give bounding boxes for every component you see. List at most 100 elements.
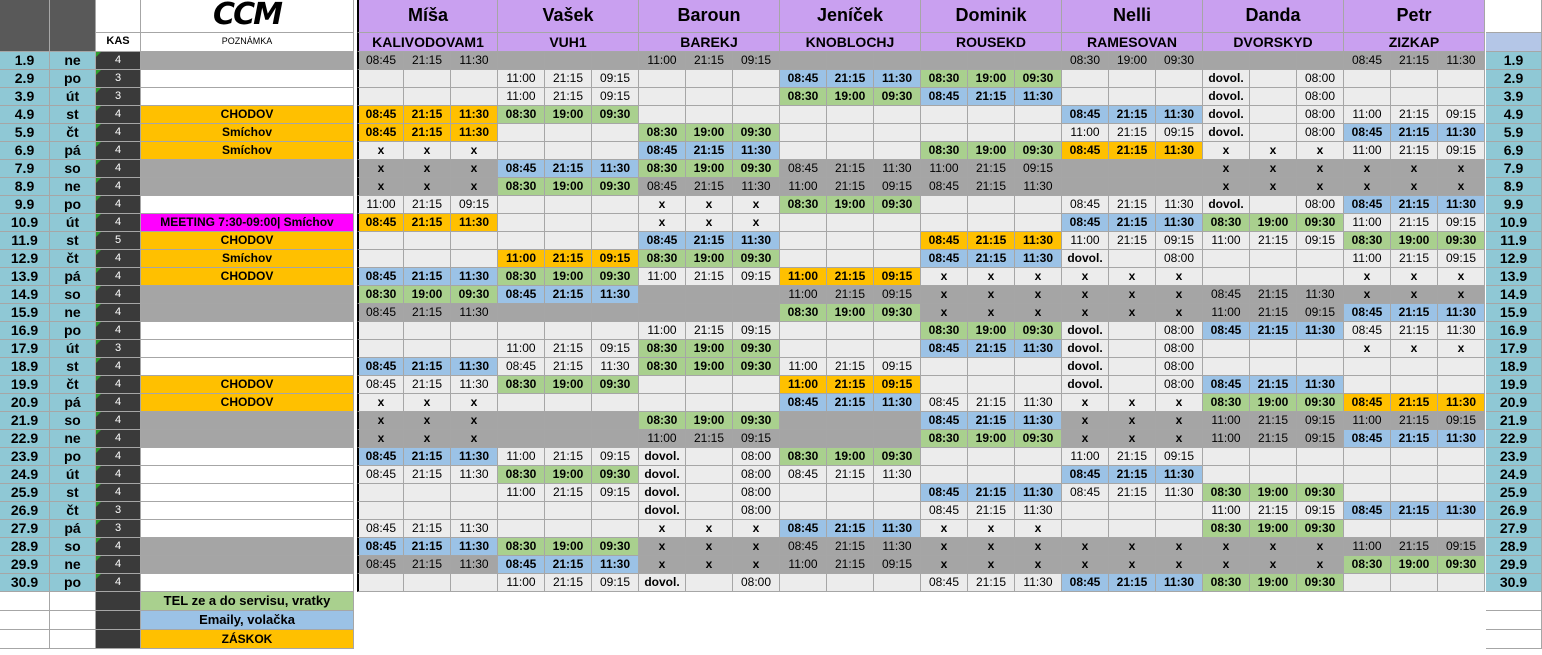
shift-cell[interactable]: 11:30: [451, 268, 498, 286]
shift-cell[interactable]: 21:15: [404, 304, 451, 322]
shift-cell[interactable]: 21:15: [545, 70, 592, 88]
shift-cell[interactable]: [874, 124, 921, 142]
shift-cell[interactable]: 08:45: [780, 466, 827, 484]
shift-cell[interactable]: [545, 394, 592, 412]
note-cell[interactable]: [141, 196, 354, 214]
shift-cell[interactable]: 11:00: [1344, 412, 1391, 430]
shift-cell[interactable]: x: [1203, 556, 1250, 574]
shift-cell[interactable]: [827, 340, 874, 358]
shift-cell[interactable]: [404, 250, 451, 268]
shift-cell[interactable]: x: [1344, 160, 1391, 178]
shift-cell[interactable]: 09:15: [1297, 502, 1344, 520]
shift-cell[interactable]: [1438, 88, 1485, 106]
shift-cell[interactable]: 08:30: [498, 376, 545, 394]
shift-cell[interactable]: 11:00: [1344, 106, 1391, 124]
shift-cell[interactable]: [1297, 250, 1344, 268]
shift-cell[interactable]: 09:15: [1438, 250, 1485, 268]
shift-cell[interactable]: 08:45: [1344, 394, 1391, 412]
shift-cell[interactable]: 09:15: [733, 268, 780, 286]
shift-cell[interactable]: 09:30: [592, 178, 639, 196]
shift-cell[interactable]: [498, 412, 545, 430]
shift-cell[interactable]: [874, 250, 921, 268]
shift-cell[interactable]: 11:00: [780, 178, 827, 196]
shift-cell[interactable]: x: [357, 160, 404, 178]
shift-cell[interactable]: 08:45: [921, 178, 968, 196]
shift-cell[interactable]: x: [1109, 556, 1156, 574]
shift-cell[interactable]: 09:30: [1297, 484, 1344, 502]
shift-cell[interactable]: 21:15: [1391, 502, 1438, 520]
shift-cell[interactable]: 11:00: [498, 574, 545, 592]
shift-cell[interactable]: [780, 412, 827, 430]
shift-cell[interactable]: [1156, 502, 1203, 520]
shift-cell[interactable]: [1015, 214, 1062, 232]
shift-cell[interactable]: x: [451, 142, 498, 160]
shift-cell[interactable]: x: [1438, 268, 1485, 286]
shift-cell[interactable]: 08:45: [1062, 484, 1109, 502]
shift-cell[interactable]: 08:45: [921, 394, 968, 412]
shift-cell[interactable]: 09:30: [1156, 52, 1203, 70]
shift-cell[interactable]: [921, 106, 968, 124]
shift-cell[interactable]: 21:15: [968, 250, 1015, 268]
shift-cell[interactable]: [1438, 520, 1485, 538]
shift-cell[interactable]: 19:00: [686, 250, 733, 268]
shift-cell[interactable]: 11:30: [1438, 304, 1485, 322]
shift-cell[interactable]: 08:00: [1297, 70, 1344, 88]
shift-cell[interactable]: 11:30: [1015, 574, 1062, 592]
shift-cell[interactable]: [1109, 340, 1156, 358]
shift-cell[interactable]: [780, 52, 827, 70]
shift-cell[interactable]: 08:00: [1156, 340, 1203, 358]
shift-cell[interactable]: 08:45: [921, 340, 968, 358]
shift-cell[interactable]: x: [1156, 304, 1203, 322]
shift-cell[interactable]: [498, 304, 545, 322]
shift-cell[interactable]: [545, 304, 592, 322]
shift-cell[interactable]: 08:45: [921, 88, 968, 106]
shift-cell[interactable]: 08:45: [1062, 142, 1109, 160]
kas-count[interactable]: 3: [96, 502, 141, 520]
shift-cell[interactable]: 08:30: [498, 268, 545, 286]
shift-cell[interactable]: x: [1250, 160, 1297, 178]
shift-cell[interactable]: 21:15: [827, 268, 874, 286]
shift-cell[interactable]: [827, 250, 874, 268]
shift-cell[interactable]: x: [639, 538, 686, 556]
shift-cell[interactable]: 11:30: [451, 556, 498, 574]
shift-cell[interactable]: x: [357, 430, 404, 448]
shift-cell[interactable]: [1015, 448, 1062, 466]
shift-cell[interactable]: 21:15: [1109, 214, 1156, 232]
shift-cell[interactable]: [545, 502, 592, 520]
shift-cell[interactable]: 21:15: [1109, 232, 1156, 250]
shift-cell[interactable]: 11:30: [733, 178, 780, 196]
shift-cell[interactable]: x: [686, 538, 733, 556]
shift-cell[interactable]: 21:15: [1109, 466, 1156, 484]
shift-cell[interactable]: 21:15: [1391, 322, 1438, 340]
shift-cell[interactable]: x: [1203, 178, 1250, 196]
note-cell[interactable]: [141, 484, 354, 502]
shift-cell[interactable]: [1109, 322, 1156, 340]
shift-cell[interactable]: [1015, 196, 1062, 214]
shift-cell[interactable]: 08:45: [921, 232, 968, 250]
shift-cell[interactable]: 11:30: [1015, 250, 1062, 268]
shift-cell[interactable]: 19:00: [968, 142, 1015, 160]
shift-cell[interactable]: x: [404, 160, 451, 178]
shift-cell[interactable]: 09:15: [1297, 430, 1344, 448]
shift-cell[interactable]: [733, 106, 780, 124]
shift-cell[interactable]: 09:15: [451, 196, 498, 214]
shift-cell[interactable]: 09:30: [733, 358, 780, 376]
shift-cell[interactable]: 08:00: [733, 466, 780, 484]
shift-cell[interactable]: [874, 142, 921, 160]
shift-cell[interactable]: x: [968, 268, 1015, 286]
shift-cell[interactable]: [404, 70, 451, 88]
shift-cell[interactable]: 21:15: [1250, 304, 1297, 322]
shift-cell[interactable]: x: [1156, 286, 1203, 304]
shift-cell[interactable]: [1391, 574, 1438, 592]
shift-cell[interactable]: [827, 574, 874, 592]
shift-cell[interactable]: 11:00: [1062, 232, 1109, 250]
shift-cell[interactable]: x: [1297, 538, 1344, 556]
note-cell[interactable]: [141, 286, 354, 304]
shift-cell[interactable]: 08:00: [1297, 196, 1344, 214]
shift-cell[interactable]: [874, 484, 921, 502]
shift-cell[interactable]: [1203, 268, 1250, 286]
shift-cell[interactable]: [545, 52, 592, 70]
shift-cell[interactable]: x: [451, 412, 498, 430]
shift-cell[interactable]: 19:00: [827, 304, 874, 322]
kas-count[interactable]: 4: [96, 376, 141, 394]
